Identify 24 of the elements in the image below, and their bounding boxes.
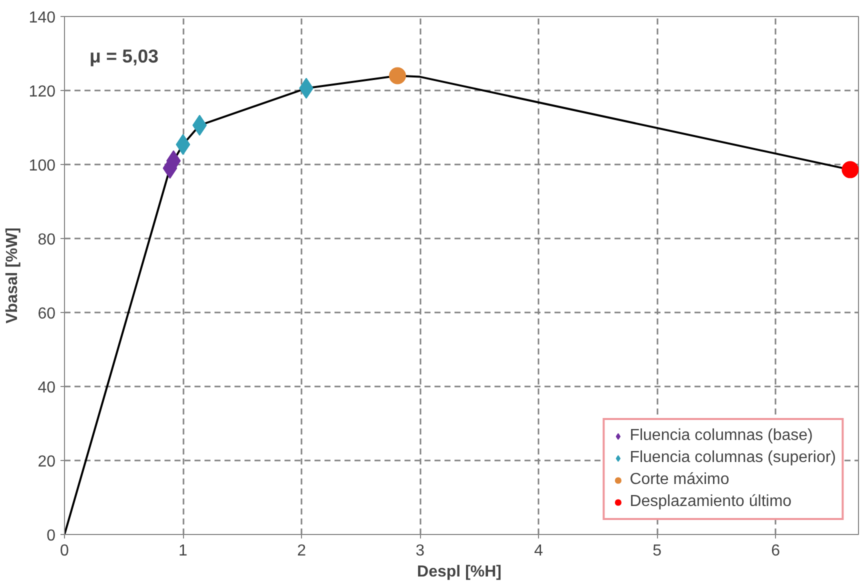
x-tick-label: 5	[652, 542, 662, 560]
y-axis-title: Vbasal [%W]	[4, 227, 21, 324]
y-tick-label: 40	[38, 380, 56, 396]
y-tick-label: 0	[46, 528, 56, 544]
y-tick-label: 80	[38, 232, 56, 248]
annotation: μ = 5,03	[90, 46, 158, 66]
x-tick-label: 2	[297, 542, 306, 560]
legend-label: Fluencia columnas (superior)	[630, 449, 836, 467]
x-axis-title: Despl [%H]	[417, 564, 502, 580]
x-tick-label: 6	[771, 542, 780, 560]
point	[389, 67, 406, 84]
legend-label: Corte máximo	[630, 471, 730, 489]
point	[842, 161, 858, 178]
y-tick-label: 140	[28, 10, 56, 26]
legend-label: Fluencia columnas (base)	[630, 427, 813, 445]
y-tick-label: 100	[28, 158, 56, 174]
x-tick-label: 3	[416, 542, 425, 560]
y-tick-label: 120	[28, 84, 56, 100]
y-tick-label: 20	[38, 454, 56, 470]
legend-label: Desplazamiento último	[630, 493, 792, 511]
x-tick-label: 4	[534, 542, 544, 560]
y-tick-label: 60	[38, 306, 56, 322]
x-tick-label: 1	[178, 542, 188, 560]
x-tick-label: 0	[60, 542, 70, 560]
